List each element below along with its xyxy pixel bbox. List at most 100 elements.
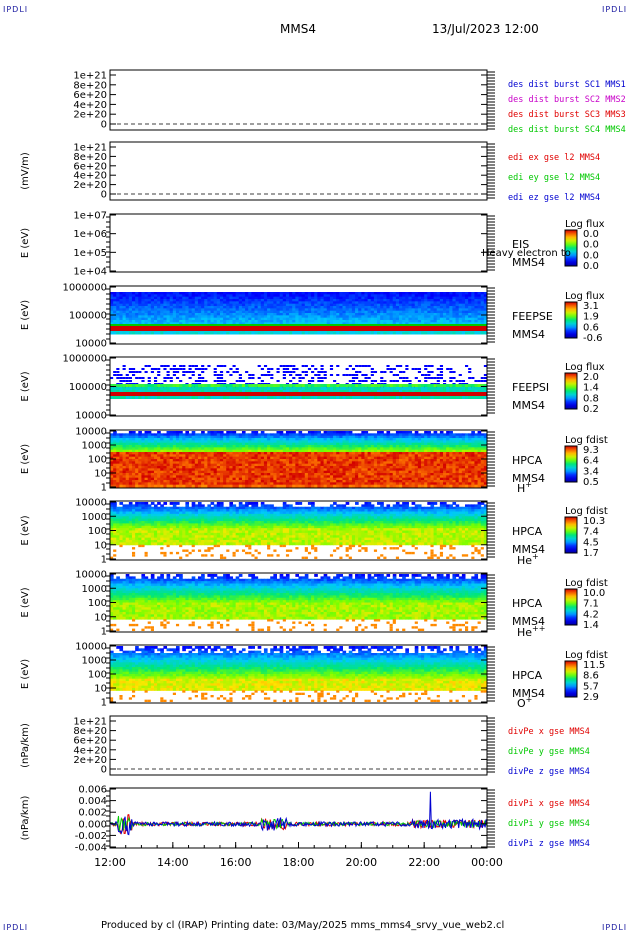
instrument-label: FEEPSE	[512, 310, 553, 323]
ytick-label: 100	[88, 670, 107, 681]
ytick-label: 4e+20	[73, 171, 107, 182]
legend-entry: divPe z gse MMS4	[508, 767, 590, 777]
ytick-label: 2e+20	[73, 755, 107, 766]
corner-tag-bottom-right: IPDLI	[602, 923, 628, 932]
ytick-label: 100	[88, 526, 107, 537]
xtick-label: 22:00	[408, 856, 440, 869]
ytick-label: -0.004	[75, 843, 107, 854]
spectrogram	[110, 502, 488, 559]
spacecraft-label: MMS4	[512, 328, 545, 341]
red-band	[110, 392, 487, 396]
colorbar-tick-label: 9.3	[583, 445, 599, 456]
ytick-label: 0.006	[78, 785, 107, 796]
ytick-label: 2e+20	[73, 180, 107, 191]
colorbar-tick-label: 1.9	[583, 312, 599, 323]
ytick-label: 10000	[75, 642, 107, 653]
legend-entry: des dist burst SC3 MMS3	[508, 110, 626, 120]
instrument-label: HPCA	[512, 597, 543, 610]
ytick-label: 6e+20	[73, 736, 107, 747]
colorbar-tick-label: 4.5	[583, 537, 599, 548]
y-axis-label: (nPa/km)	[20, 796, 31, 841]
spacecraft-label: MMS4	[512, 472, 545, 485]
ytick-label: 1e+06	[73, 229, 107, 240]
panel-frame	[109, 500, 488, 561]
ytick-label: 6e+20	[73, 161, 107, 172]
panel-frame	[109, 356, 488, 417]
species-label: O+	[517, 695, 532, 710]
ytick-label: 1000	[82, 441, 107, 452]
y-axis-label: E (eV)	[20, 444, 31, 474]
spectrogram	[110, 365, 488, 399]
colorbar-tick-label: 0.2	[583, 404, 599, 415]
colorbar-tick-label: 6.4	[583, 456, 599, 467]
ytick-label: 8e+20	[73, 726, 107, 737]
ytick-label: 1e+21	[73, 717, 107, 728]
colorbar-tick-label: 0.0	[583, 250, 599, 261]
legend-entry: des dist burst SC2 MMS2	[508, 95, 626, 105]
colorbar-tick-label: 7.1	[583, 599, 599, 610]
corner-tag-top-left: IPDLI	[3, 5, 29, 14]
y-axis-label: (nPa/km)	[20, 723, 31, 768]
colorbar-tick-label: 0.5	[583, 477, 599, 488]
colorbar-title: Log fdist	[565, 435, 608, 446]
colorbar	[564, 660, 578, 698]
colorbar-tick-label: 0.0	[583, 229, 599, 240]
ytick-label: 0.002	[78, 808, 107, 819]
ytick-label: 10000	[75, 411, 107, 422]
ytick-label: 4e+20	[73, 100, 107, 111]
instrument-label: EIS	[512, 238, 529, 251]
colorbar-title: Log fdist	[565, 650, 608, 661]
colorbar-tick-label: 8.6	[583, 671, 599, 682]
ytick-label: 10000	[75, 570, 107, 581]
colorbar-tick-label: 1.4	[583, 383, 599, 394]
ytick-label: 10000	[75, 498, 107, 509]
y-axis-label: E (eV)	[20, 659, 31, 689]
colorbar-title: Log flux	[565, 291, 605, 302]
legend-entry: divPe y gse MMS4	[508, 747, 590, 757]
ytick-label: 8e+20	[73, 152, 107, 163]
legend-entry: edi ex gse l2 MMS4	[508, 153, 600, 163]
colorbar-tick-label: 3.1	[583, 301, 599, 312]
ytick-label: 0	[101, 120, 107, 131]
ytick-label: 1e+07	[73, 211, 107, 222]
ytick-label: 10000	[75, 427, 107, 438]
spectrogram	[110, 646, 488, 702]
legend-entry: des dist burst SC1 MMS1	[508, 80, 626, 90]
panel-6: 10000 1000 100 10 1 E (eV) Log fdist9.36.43.40…	[20, 427, 608, 496]
ytick-label: 10	[94, 469, 107, 480]
spectrogram	[110, 574, 488, 631]
colorbar-tick-label: 10.0	[583, 588, 605, 599]
colorbar-tick-label: 3.4	[583, 466, 599, 477]
red-band	[110, 326, 487, 331]
panel-frame	[109, 69, 488, 131]
y-axis-label: (mV/m)	[20, 152, 31, 190]
ytick-label: 100	[88, 598, 107, 609]
ytick-label: 1000	[82, 512, 107, 523]
colorbar	[564, 445, 578, 483]
colorbar-tick-label: 0.0	[583, 261, 599, 272]
panel-frame	[109, 141, 488, 201]
ytick-label: 1e+04	[73, 267, 107, 278]
instrument-label: HPCA	[512, 669, 543, 682]
colorbar-tick-label: 7.4	[583, 527, 599, 538]
ytick-label: 1	[101, 627, 107, 638]
xtick-label: 00:00	[471, 856, 503, 869]
spectrogram	[110, 431, 488, 488]
colorbar-title: Log fdist	[565, 506, 608, 517]
ytick-label: 2e+20	[73, 110, 107, 121]
panel-frame	[109, 429, 488, 489]
panel-4: 1000000 100000 10000 E (eV) Log flux3.11.90.…	[20, 283, 605, 350]
ytick-label: 1000000	[62, 283, 107, 294]
legend-entry: divPi z gse MMS4	[508, 839, 590, 849]
legend-entry: des dist burst SC4 MMS4	[508, 125, 626, 135]
corner-tag-top-right: IPDLI	[602, 5, 628, 14]
spectrogram	[110, 292, 488, 335]
panel-frame	[109, 213, 488, 273]
colorbar-tick-label: 0.8	[583, 393, 599, 404]
colorbar-tick-label: -0.6	[583, 333, 603, 344]
ytick-label: 100	[88, 455, 107, 466]
